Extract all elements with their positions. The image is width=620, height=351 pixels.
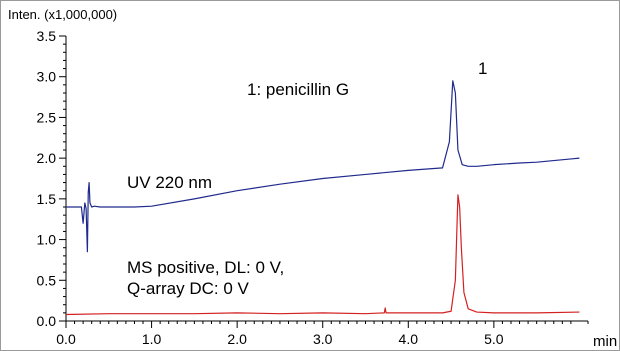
y-tick-label: 0.0 <box>37 313 57 329</box>
x-tick-label: 2.0 <box>227 331 247 347</box>
compound-label: 1: penicillin G <box>247 80 349 99</box>
x-axis-label: min <box>593 333 617 350</box>
peak-number-label: 1 <box>478 59 487 78</box>
x-tick-label: 5.0 <box>484 331 504 347</box>
x-tick-label: 4.0 <box>399 331 419 347</box>
x-tick-label: 1.0 <box>142 331 162 347</box>
ms-trace-line <box>65 194 580 316</box>
y-tick-label: 3.5 <box>37 28 57 44</box>
uv-trace-line <box>66 80 580 253</box>
y-tick-label: 3.0 <box>37 69 57 85</box>
y-tick-label: 2.0 <box>37 150 57 166</box>
y-tick-label: 2.5 <box>37 109 57 125</box>
y-axis-label: Inten. (x1,000,000) <box>8 7 117 22</box>
uv-trace-label: UV 220 nm <box>127 173 212 192</box>
y-tick-label: 1.0 <box>37 232 57 248</box>
y-tick-label: 1.5 <box>37 191 57 207</box>
x-tick-label: 3.0 <box>313 331 333 347</box>
y-tick-label: 0.5 <box>37 272 57 288</box>
x-tick-label: 0.0 <box>56 331 76 347</box>
ms-trace-label-line1: MS positive, DL: 0 V, <box>127 258 284 277</box>
ms-trace-label-line2: Q-array DC: 0 V <box>127 279 250 298</box>
